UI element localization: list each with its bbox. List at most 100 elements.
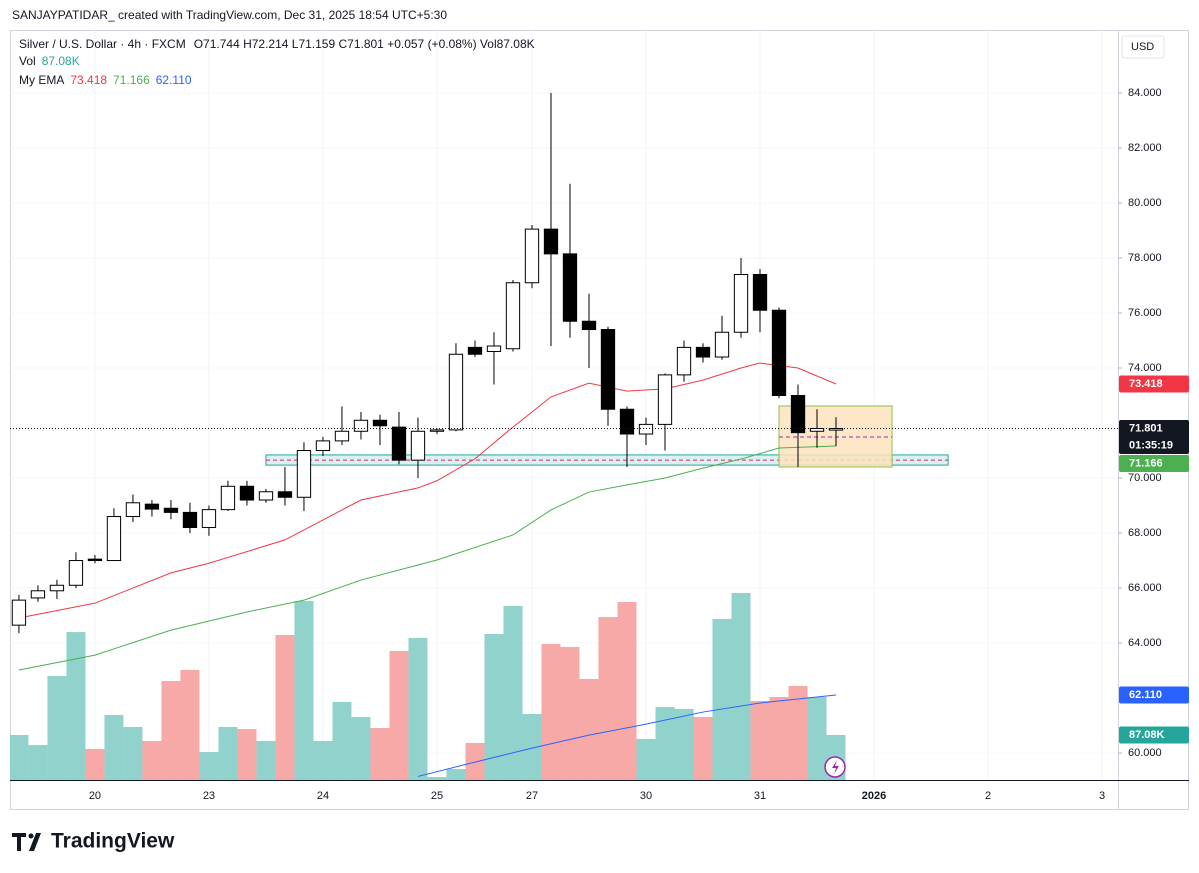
volume-bar	[769, 696, 789, 780]
volume-bar	[503, 606, 523, 780]
candle-body	[505, 282, 521, 350]
candle-body	[828, 427, 844, 431]
candle-body	[676, 346, 692, 376]
volume-bar	[617, 602, 637, 780]
header: SANJAYPATIDAR_ created with TradingView.…	[12, 8, 447, 22]
volume-bar	[731, 593, 751, 780]
candle-body	[239, 485, 255, 501]
candle-body	[125, 502, 141, 518]
volume-bar	[332, 702, 352, 780]
x-tick-label: 24	[317, 790, 329, 802]
volume-bar	[161, 681, 181, 780]
candle-body	[30, 590, 46, 599]
currency-box[interactable]	[1121, 35, 1165, 59]
candle-body	[334, 430, 350, 442]
y-tick-label: 76.000	[1128, 307, 1162, 319]
candle-body	[429, 429, 445, 432]
frame	[10, 30, 1189, 810]
x-tick-label: 3	[1099, 790, 1105, 802]
price-label-box	[1119, 419, 1189, 454]
currency[interactable]: USD	[1131, 41, 1154, 53]
ema-line	[18, 445, 837, 671]
candle-body	[733, 273, 749, 333]
volume-bar	[237, 729, 257, 780]
candle-body	[391, 426, 407, 461]
y-tick-label: 78.000	[1128, 252, 1162, 264]
candle-body	[619, 408, 635, 435]
price-label: 71.801	[1129, 422, 1163, 434]
volume-bar	[712, 618, 732, 780]
candle-body	[600, 329, 616, 410]
ema-line	[18, 362, 837, 619]
price-label-box	[1119, 686, 1189, 704]
legend-text: Vol	[19, 54, 36, 68]
candle-body	[372, 419, 388, 427]
volume-bar	[275, 635, 295, 780]
candle-body	[163, 507, 179, 513]
plot	[10, 30, 1118, 780]
candle-body	[49, 584, 65, 592]
candle-body	[144, 503, 160, 510]
y-tick-label: 64.000	[1128, 637, 1162, 649]
candle-body	[790, 395, 806, 434]
volume-bar	[788, 686, 808, 780]
legend-line: My EMA 73.418 71.166 62.110	[19, 73, 192, 87]
candle-body	[182, 511, 198, 529]
candle-body	[277, 491, 293, 498]
replay-icon-bolt[interactable]	[832, 760, 839, 774]
price-label-box	[1119, 726, 1189, 744]
candle-body	[486, 345, 502, 353]
logo-icon	[12, 833, 26, 851]
candle-body	[752, 273, 768, 311]
legend-text: 71.166	[113, 73, 150, 87]
price-label: 87.08K	[1129, 729, 1165, 741]
legend-line: Vol 87.08K	[19, 54, 80, 68]
volume-bar	[465, 743, 485, 780]
y-tick-label: 84.000	[1128, 87, 1162, 99]
y-tick-label: 70.000	[1128, 472, 1162, 484]
volume-bar	[199, 752, 219, 780]
volume-bar	[142, 741, 162, 780]
candle-body	[315, 440, 331, 452]
price-label: 73.418	[1129, 378, 1163, 390]
candle-body	[410, 430, 426, 461]
volume-bar	[674, 708, 694, 780]
candle-body	[771, 309, 787, 397]
volume-bar	[66, 632, 86, 780]
volume-bar	[123, 726, 143, 780]
volume-bar	[541, 644, 561, 780]
price-label: 71.166	[1129, 457, 1163, 469]
candle-body	[467, 346, 483, 355]
candle-body	[524, 228, 540, 284]
legend-text: Silver / U.S. Dollar · 4h · FXCM	[19, 37, 186, 51]
legend-text: 73.418	[70, 73, 107, 87]
ema-line	[417, 694, 837, 777]
price-label: 62.110	[1129, 689, 1162, 701]
x-tick-label: 20	[89, 790, 101, 802]
x-tick-label: 31	[754, 790, 766, 802]
volume-bar	[180, 669, 200, 780]
candle-body	[68, 560, 84, 586]
legend-text: 87.08K	[42, 54, 80, 68]
volume-bar	[104, 714, 124, 780]
candle-body	[87, 558, 103, 562]
volume-bar	[446, 768, 466, 780]
logo-icon	[29, 833, 41, 851]
volume-bar	[294, 600, 314, 780]
y-tick-label: 68.000	[1128, 527, 1162, 539]
volume-bar	[85, 748, 105, 780]
x-tick-label: 2026	[862, 790, 886, 802]
volume-bar	[579, 678, 599, 780]
candle-body	[296, 450, 312, 498]
candle-body	[657, 374, 673, 425]
candle-body	[201, 509, 217, 529]
replay-icon[interactable]	[824, 756, 846, 778]
volume-bar	[47, 676, 67, 780]
price-label-box	[1119, 375, 1189, 393]
candle-body	[714, 331, 730, 358]
x-tick-label: 25	[431, 790, 443, 802]
volume-bar	[750, 701, 770, 780]
candle-body	[106, 516, 122, 562]
price-label-box	[1119, 454, 1189, 472]
